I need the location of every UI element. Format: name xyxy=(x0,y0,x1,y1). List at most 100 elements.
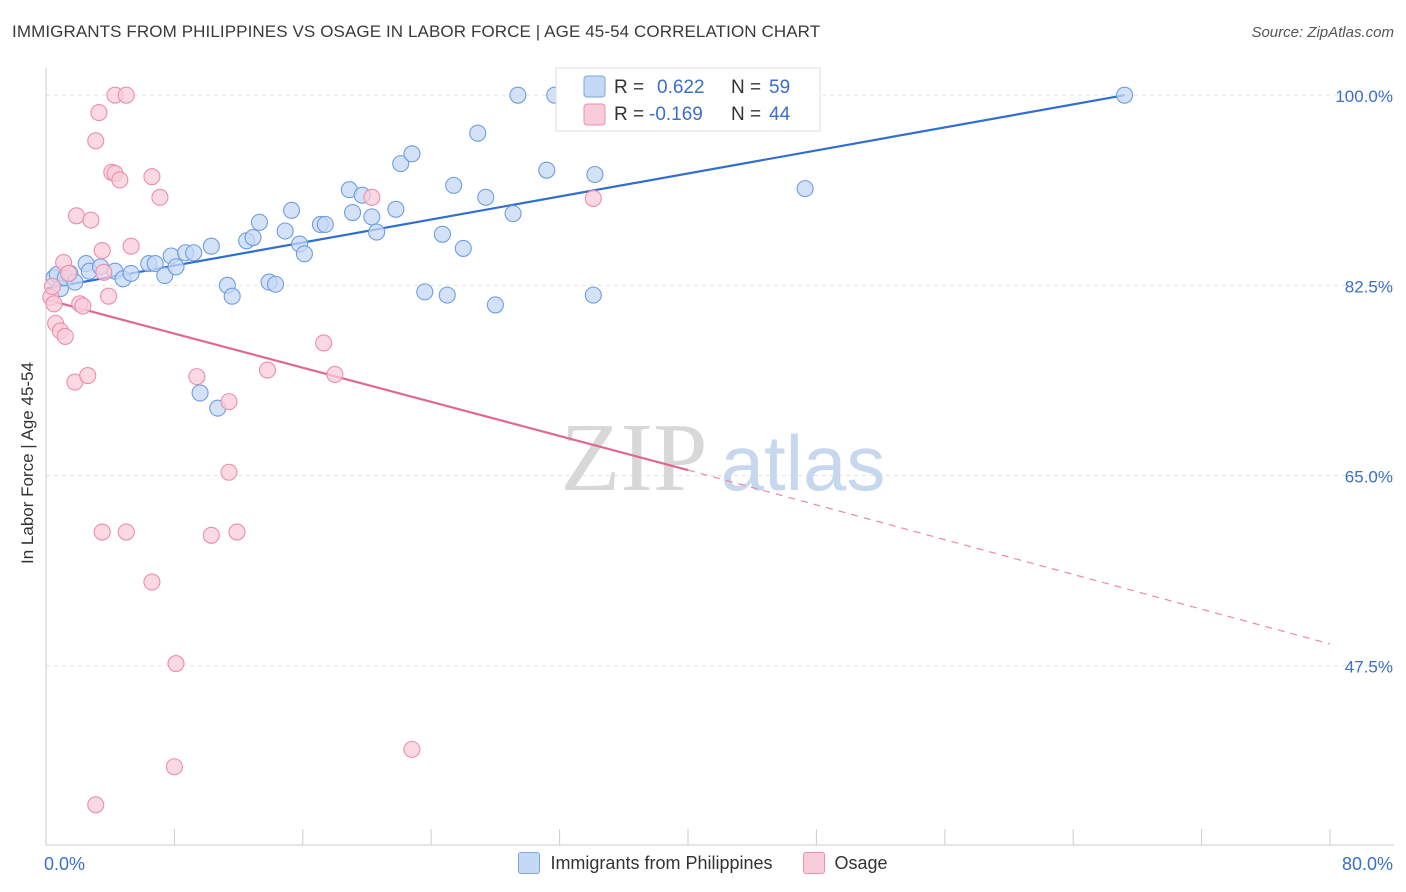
osage-point xyxy=(56,327,74,345)
philippines-point xyxy=(244,228,262,247)
osage-point xyxy=(403,740,421,758)
osage-point xyxy=(326,365,344,384)
osage-point xyxy=(117,86,135,104)
philippines-point xyxy=(486,296,504,314)
osage-trend-extension xyxy=(687,469,1331,645)
osage-point xyxy=(95,263,113,281)
osage-point xyxy=(100,287,118,305)
philippines-point xyxy=(266,275,285,293)
source-credit: Source: ZipAtlas.com xyxy=(1251,24,1394,41)
philippines-point xyxy=(223,287,241,305)
y-tick-label: 65.0% xyxy=(1345,468,1393,487)
legend-label-osage: Osage xyxy=(834,852,888,873)
stats-legend-blue-swatch xyxy=(583,75,606,98)
philippines-point xyxy=(202,237,220,255)
osage-point xyxy=(363,188,381,206)
osage-point xyxy=(220,463,238,481)
philippines-point xyxy=(796,180,814,198)
osage-point xyxy=(67,207,86,225)
tick-labels: 47.5% 65.0% 82.5% 100.0% 0.0% 80.0% xyxy=(44,87,1393,874)
osage-point xyxy=(228,523,246,541)
osage-point xyxy=(220,393,238,411)
gridlines xyxy=(46,94,1394,667)
philippines-point xyxy=(122,264,140,282)
philippines-point xyxy=(469,124,487,142)
osage-point xyxy=(202,526,220,544)
stats-r-label-2: R = xyxy=(614,104,644,125)
philippines-point xyxy=(477,188,495,206)
osage-point xyxy=(143,168,161,186)
stats-r-label-1: R = xyxy=(614,77,644,98)
osage-point xyxy=(74,297,92,315)
x-tick-label-min: 0.0% xyxy=(44,854,85,874)
philippines-point xyxy=(276,222,294,240)
stats-n-label-1: N = xyxy=(731,77,761,98)
philippines-point xyxy=(387,200,405,218)
philippines-point xyxy=(445,176,463,194)
philippines-point xyxy=(433,225,451,243)
osage-point xyxy=(87,132,105,150)
philippines-point xyxy=(156,267,174,285)
axes xyxy=(45,68,1394,846)
philippines-point xyxy=(368,223,386,241)
philippines-point xyxy=(363,208,381,226)
stats-n-value-1: 59 xyxy=(769,77,790,98)
osage-point xyxy=(93,242,111,260)
osage-point xyxy=(93,523,111,541)
osage-point xyxy=(584,189,602,207)
y-tick-label: 82.5% xyxy=(1345,277,1393,296)
philippines-point xyxy=(586,165,604,184)
legend-item-osage[interactable]: Osage xyxy=(802,852,888,874)
y-tick-label: 100.0% xyxy=(1335,87,1393,106)
philippines-point xyxy=(509,86,527,104)
philippines-point xyxy=(538,161,556,179)
bottom-legend: Immigrants from Philippines Osage xyxy=(0,852,1406,874)
philippines-point xyxy=(416,283,434,301)
osage-point xyxy=(167,654,185,673)
osage-point xyxy=(59,264,78,282)
osage-point xyxy=(111,171,129,189)
osage-point xyxy=(315,334,333,352)
philippines-point xyxy=(504,205,522,223)
watermark-atlas: atlas xyxy=(721,419,886,507)
legend-swatch-philippines xyxy=(518,852,541,874)
stats-n-label-2: N = xyxy=(731,104,761,125)
osage-point xyxy=(151,188,169,206)
osage-point xyxy=(45,295,63,313)
philippines-point xyxy=(167,258,185,276)
philippines-point xyxy=(191,384,209,402)
osage-point xyxy=(143,573,161,591)
philippines-point xyxy=(146,255,164,273)
watermark-zip: ZIP xyxy=(561,404,708,512)
legend-item-philippines[interactable]: Immigrants from Philippines xyxy=(518,852,773,874)
stats-r-value-1: 0.622 xyxy=(657,77,705,98)
stats-legend: R = 0.622 N = 59 R = -0.169 N = 44 xyxy=(555,67,821,132)
osage-point xyxy=(87,796,105,814)
stats-legend-pink-swatch xyxy=(583,103,606,126)
osage-point xyxy=(90,104,108,122)
philippines-point xyxy=(185,244,203,262)
philippines-point xyxy=(283,201,301,219)
philippines-point xyxy=(584,286,602,304)
data-points xyxy=(42,86,1134,814)
philippines-point xyxy=(454,239,472,257)
legend-swatch-osage xyxy=(802,852,825,874)
osage-trend-line xyxy=(45,298,689,472)
osage-point xyxy=(165,758,183,776)
philippines-point xyxy=(295,245,313,263)
chart-title: IMMIGRANTS FROM PHILIPPINES VS OSAGE IN … xyxy=(12,22,821,41)
osage-point xyxy=(82,211,100,229)
philippines-point xyxy=(392,155,410,173)
philippines-trend-line xyxy=(45,94,1125,290)
watermark: ZIP atlas xyxy=(561,404,886,512)
osage-point xyxy=(79,366,97,385)
philippines-point xyxy=(344,203,362,222)
stats-r-value-2: -0.169 xyxy=(649,104,703,125)
osage-point xyxy=(258,361,277,379)
osage-point xyxy=(188,368,206,386)
osage-point xyxy=(122,237,140,255)
philippines-point xyxy=(250,213,269,231)
legend-label-philippines: Immigrants from Philippines xyxy=(550,852,773,873)
philippines-point xyxy=(438,286,456,304)
